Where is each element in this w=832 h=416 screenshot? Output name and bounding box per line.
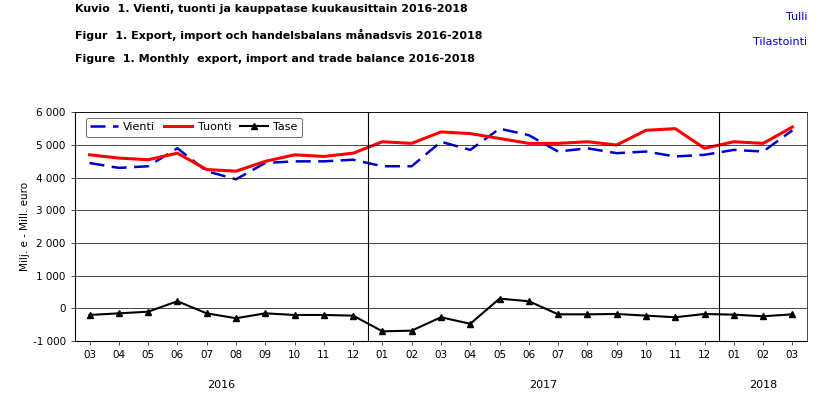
Legend: Vienti, Tuonti, Tase: Vienti, Tuonti, Tase [86,118,302,137]
Text: 2017: 2017 [529,380,557,390]
Text: 2018: 2018 [749,380,777,390]
Text: 2016: 2016 [207,380,235,390]
Y-axis label: Milj. e - Mill. euro: Milj. e - Mill. euro [20,182,30,271]
Text: Tulli: Tulli [785,12,807,22]
Text: Kuvio  1. Vienti, tuonti ja kauppatase kuukausittain 2016-2018: Kuvio 1. Vienti, tuonti ja kauppatase ku… [75,4,468,14]
Text: Figur  1. Export, import och handelsbalans månadsvis 2016-2018: Figur 1. Export, import och handelsbalan… [75,29,483,41]
Text: Tilastointi: Tilastointi [753,37,807,47]
Text: Figure  1. Monthly  export, import and trade balance 2016-2018: Figure 1. Monthly export, import and tra… [75,54,475,64]
